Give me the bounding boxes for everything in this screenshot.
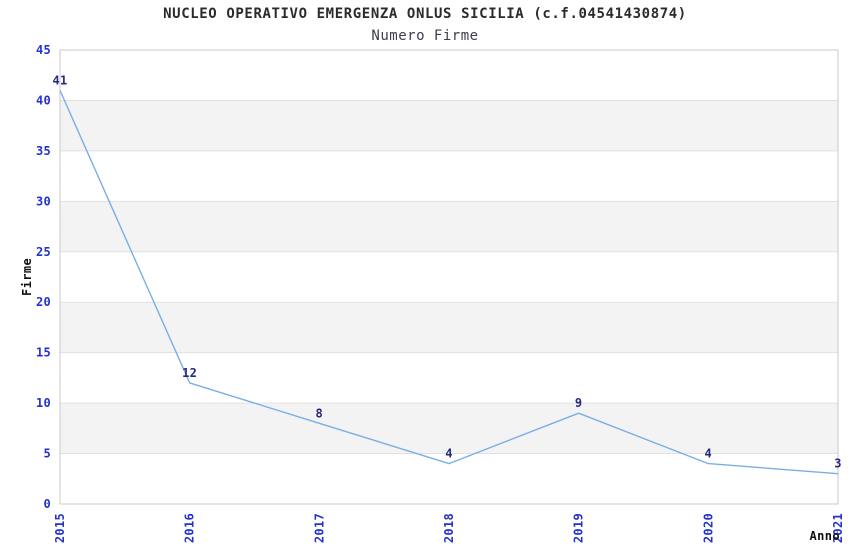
grid-band [60, 403, 838, 454]
grid-band [60, 100, 838, 151]
grid-band [60, 302, 838, 353]
y-tick-label: 40 [36, 93, 51, 107]
x-tick-label: 2016 [183, 513, 197, 543]
x-tick-label: 2020 [701, 513, 715, 543]
x-tick-label: 2018 [442, 513, 456, 543]
y-tick-label: 35 [36, 144, 51, 158]
data-label: 4 [445, 447, 453, 461]
y-tick-label: 45 [36, 43, 51, 57]
data-line [59, 90, 839, 475]
chart-subtitle: Numero Firme [371, 28, 479, 44]
data-label: 41 [52, 73, 67, 87]
data-label: 9 [575, 396, 583, 410]
data-label: 12 [182, 366, 197, 380]
x-tick-label: 2019 [572, 513, 586, 543]
data-label: 4 [705, 447, 713, 461]
grid-band [60, 201, 838, 252]
y-axis-title: Firme [20, 257, 34, 296]
y-tick-label: 20 [36, 295, 51, 309]
y-tick-label: 5 [43, 447, 51, 461]
plot-border [59, 49, 839, 505]
data-label: 8 [316, 406, 324, 420]
x-tick-label: 2015 [53, 513, 67, 543]
x-tick-label: 2017 [312, 513, 326, 543]
y-tick-label: 30 [36, 194, 51, 208]
y-tick-label: 10 [36, 396, 51, 410]
y-tick-label: 15 [36, 346, 51, 360]
x-axis-title: Anno [809, 529, 840, 543]
chart-title: NUCLEO OPERATIVO EMERGENZA ONLUS SICILIA… [163, 6, 687, 22]
data-label: 3 [834, 457, 842, 471]
y-tick-label: 0 [43, 497, 51, 511]
y-tick-label: 25 [36, 245, 51, 259]
x-tick-label: 2021 [831, 513, 845, 543]
